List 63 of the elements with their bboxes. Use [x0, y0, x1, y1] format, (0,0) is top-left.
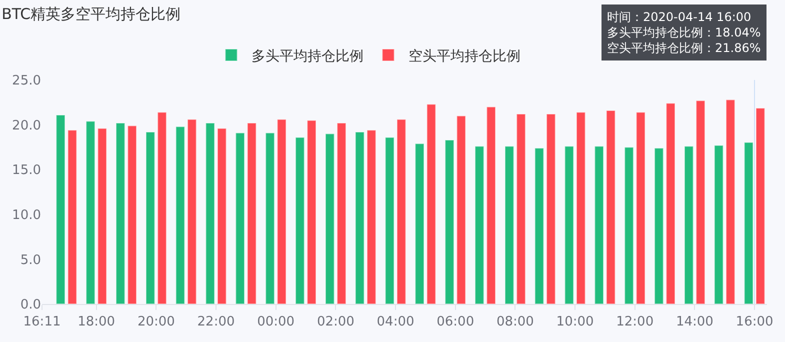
bar	[414, 143, 424, 304]
y-tick-label: 0.0	[20, 298, 41, 313]
x-tick-label: 14:00	[676, 314, 714, 330]
bar	[384, 136, 395, 304]
bar	[456, 115, 466, 304]
bar	[444, 140, 454, 304]
x-tick-label: 04:00	[376, 314, 414, 330]
bar	[726, 99, 736, 304]
bar	[636, 112, 646, 304]
y-tick-label: 25.0	[12, 74, 41, 89]
bar	[56, 114, 66, 304]
bar	[336, 122, 346, 304]
bar	[175, 126, 186, 304]
bar	[276, 118, 287, 304]
chart-title: BTC精英多空平均持仓比例	[2, 5, 181, 24]
bar	[396, 118, 406, 304]
text: 时间：2020-04-14 16:00 多头平均持仓比例：18.04% 空头平均持仓比例：21.86%	[607, 10, 761, 56]
bar	[504, 146, 514, 304]
bar	[744, 142, 754, 304]
legend-label: 多头平均持仓比例	[251, 48, 364, 64]
bar	[624, 146, 634, 304]
bar	[684, 146, 694, 304]
bar	[324, 133, 335, 304]
y-tick-label: 5.0	[20, 252, 41, 268]
bar	[145, 131, 156, 304]
bar	[187, 118, 197, 304]
y-tick-label: 20.0	[12, 118, 41, 134]
x-tick-label: 22:00	[197, 314, 235, 330]
bar	[606, 110, 616, 304]
bar	[696, 100, 706, 304]
bar	[534, 148, 544, 304]
bar	[265, 132, 275, 304]
bar	[235, 132, 245, 304]
x-tick-label: 06:00	[436, 314, 474, 330]
x-tick-label: 20:00	[137, 314, 175, 330]
bar	[157, 112, 167, 304]
bar	[564, 146, 574, 304]
y-tick-label: 10.0	[12, 208, 41, 223]
bar	[576, 112, 586, 304]
x-tick-label: 10:00	[556, 314, 594, 330]
bar	[755, 108, 766, 304]
bar	[594, 146, 604, 304]
bar	[426, 104, 436, 304]
x-tick-label: 00:00	[257, 314, 295, 330]
bar	[86, 120, 96, 304]
bar	[246, 122, 257, 304]
bar	[97, 128, 108, 304]
bar	[216, 128, 227, 304]
x-tick-label: 16:11	[23, 314, 61, 330]
x-tick-label: 02:00	[316, 314, 354, 330]
bar	[205, 122, 216, 304]
legend-label: 空头平均持仓比例	[408, 48, 520, 64]
bar	[354, 131, 365, 304]
bar	[366, 130, 376, 304]
bar	[516, 114, 526, 304]
x-tick-label: 18:00	[78, 314, 116, 330]
x-tick-label: 08:00	[496, 314, 534, 330]
x-tick-label: 12:00	[616, 314, 654, 330]
bar	[714, 144, 724, 304]
bar	[546, 114, 556, 304]
y-tick-label: 15.0	[12, 163, 41, 178]
x-tick-label: 16:00	[736, 314, 774, 330]
bar	[67, 130, 78, 304]
